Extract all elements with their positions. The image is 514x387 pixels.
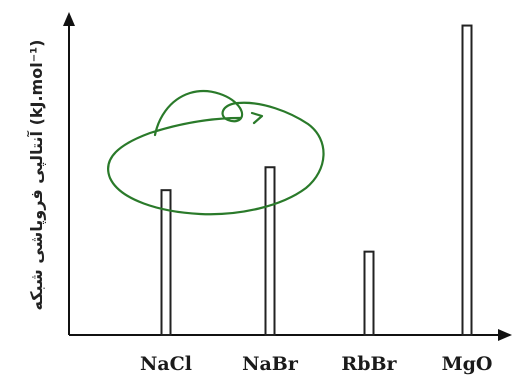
x-tick-labels: NaCl NaBr RbBr MgO (140, 353, 492, 375)
axes (63, 12, 512, 341)
x-tick-label-nabr: NaBr (242, 353, 299, 375)
bar-mgo (461, 24, 473, 336)
annotation-arrow (250, 111, 264, 125)
bar-rbbr (363, 250, 375, 336)
bars (160, 24, 473, 336)
bar-nacl (160, 189, 172, 336)
hand-drawn-annotation (107, 90, 325, 216)
x-tick-label-rbbr: RbBr (341, 353, 397, 375)
y-axis-arrow (63, 12, 75, 26)
bar-nabr (264, 166, 276, 336)
y-axis-label: آنتالپی فروپاشی شبکه (kJ.mol⁻¹) (27, 39, 46, 311)
x-axis-arrow (498, 329, 512, 341)
x-tick-label-nacl: NaCl (140, 353, 192, 375)
x-tick-label-mgo: MgO (442, 353, 493, 375)
annotation-loop (107, 90, 325, 216)
